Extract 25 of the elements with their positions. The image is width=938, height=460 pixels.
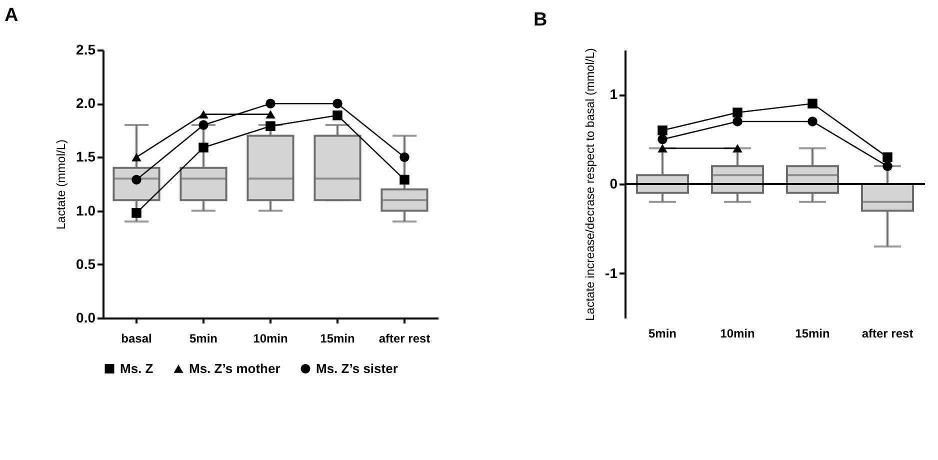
x-tick-label: basal xyxy=(121,332,152,346)
chart-title: A xyxy=(4,5,19,26)
y-tick-label: 1.0 xyxy=(76,202,96,218)
x-tick-label: 5min xyxy=(189,332,218,346)
x-tick-label: after rest xyxy=(378,332,430,346)
chart-title: B xyxy=(534,10,548,31)
x-tick-label: 15min xyxy=(795,326,830,340)
y-tick-label: -1 xyxy=(605,264,618,281)
x-tick-label: 10min xyxy=(253,332,288,346)
y-axis-title: Lactate increase/decrase respect to basal (mmol/L) xyxy=(583,48,598,321)
x-tick-label: 5min xyxy=(648,326,677,340)
x-tick-label: 10min xyxy=(720,326,755,340)
y-tick-label: 2.5 xyxy=(76,42,96,58)
legend-label: Ms. Z’s sister xyxy=(316,360,398,376)
x-tick-label: 15min xyxy=(320,332,355,346)
y-tick-label: 0.0 xyxy=(76,310,96,326)
legend-label: Ms. Z xyxy=(120,360,154,376)
y-tick-label: 2.0 xyxy=(76,95,96,112)
y-tick-label: 0.5 xyxy=(76,256,96,272)
y-tick-label: 1 xyxy=(610,86,618,102)
legend-label: Ms. Z’s mother xyxy=(189,360,280,376)
y-tick-label: 1.5 xyxy=(76,148,96,165)
x-tick-label: after rest xyxy=(862,326,914,340)
y-axis-title: Lactate (mmol/L) xyxy=(54,139,68,230)
y-tick-label: 0 xyxy=(610,176,618,192)
